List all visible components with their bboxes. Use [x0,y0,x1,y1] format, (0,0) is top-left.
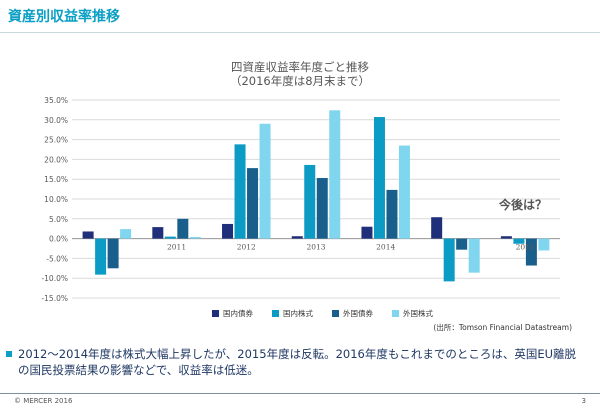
y-tick-label: -10.0% [41,274,68,283]
bar [386,189,398,239]
y-tick-label: 35.0% [44,96,68,105]
chart-title-line1: 四資産収益率年度ごと推移 [231,60,369,74]
bar [120,229,132,239]
bullet-marker [6,351,12,357]
bar [304,164,316,239]
y-tick-label: -5.0% [46,254,68,263]
legend-swatch [392,310,399,317]
y-tick-label: 10.0% [44,195,68,204]
bar [177,218,189,239]
bar [107,238,119,269]
bar [164,236,176,239]
bar [291,236,303,239]
y-tick-label: 30.0% [44,116,68,125]
bar [189,237,201,239]
x-tick-label: 2016 [516,243,535,252]
bar [247,168,259,239]
y-tick-label: 5.0% [49,215,68,224]
x-tick-label: 2012 [237,243,256,252]
page-number: 3 [581,397,586,405]
chart-source: (出所：Tomson Financial Datastream) [433,323,572,332]
bar [234,144,246,239]
summary-bullet: 2012～2014年度は株式大幅上昇したが、2015年度は反転。2016年度もこ… [6,346,586,378]
bar [538,238,550,251]
y-tick-label: -15.0% [41,294,68,303]
summary-text: 2012～2014年度は株式大幅上昇したが、2015年度は反転。2016年度もこ… [18,347,577,377]
bar [525,238,537,266]
bar [468,238,480,273]
bar [222,223,234,239]
bar [152,227,164,239]
footer-rule [0,393,600,394]
bar [513,238,525,244]
bar [361,226,373,239]
bar-chart: 35.0% 30.0% 25.0% 20.0% 15.0% 10.0% 5.0% 0.0% -5… [41,96,560,318]
copyright: © MERCER 2016 [14,397,73,405]
bar [500,236,512,239]
bar [316,178,328,239]
legend-label: 外国債券 [343,308,373,318]
page-title: 資産別収益率推移 [8,9,120,25]
legend-label: 国内債券 [223,308,253,318]
chart-annotation: 今後は？ [499,198,548,212]
y-tick-label: 15.0% [44,175,68,184]
bar [398,145,410,239]
legend-swatch [212,310,219,317]
legend-swatch [332,310,339,317]
y-tick-label: 20.0% [44,155,68,164]
x-tick-label: 2013 [306,243,325,252]
x-tick-label: 2011 [167,243,186,252]
bar [95,238,107,275]
title-rule [0,32,600,33]
legend-swatch [272,310,279,317]
bar [329,110,341,239]
chart-title: 四資産収益率年度ごと推移 （2016年度は8月末まで） [0,60,600,88]
legend-label: 国内株式 [283,308,313,318]
bar [456,238,468,250]
y-tick-label: 0.0% [49,235,68,244]
bar [259,123,271,239]
bar [431,217,443,239]
bar [373,117,385,239]
bar [443,238,455,282]
chart-title-line2: （2016年度は8月末まで） [229,74,371,88]
legend-label: 外国株式 [403,308,433,318]
bar [82,231,94,239]
x-tick-label: 2014 [376,243,395,252]
y-tick-label: 25.0% [44,136,68,145]
